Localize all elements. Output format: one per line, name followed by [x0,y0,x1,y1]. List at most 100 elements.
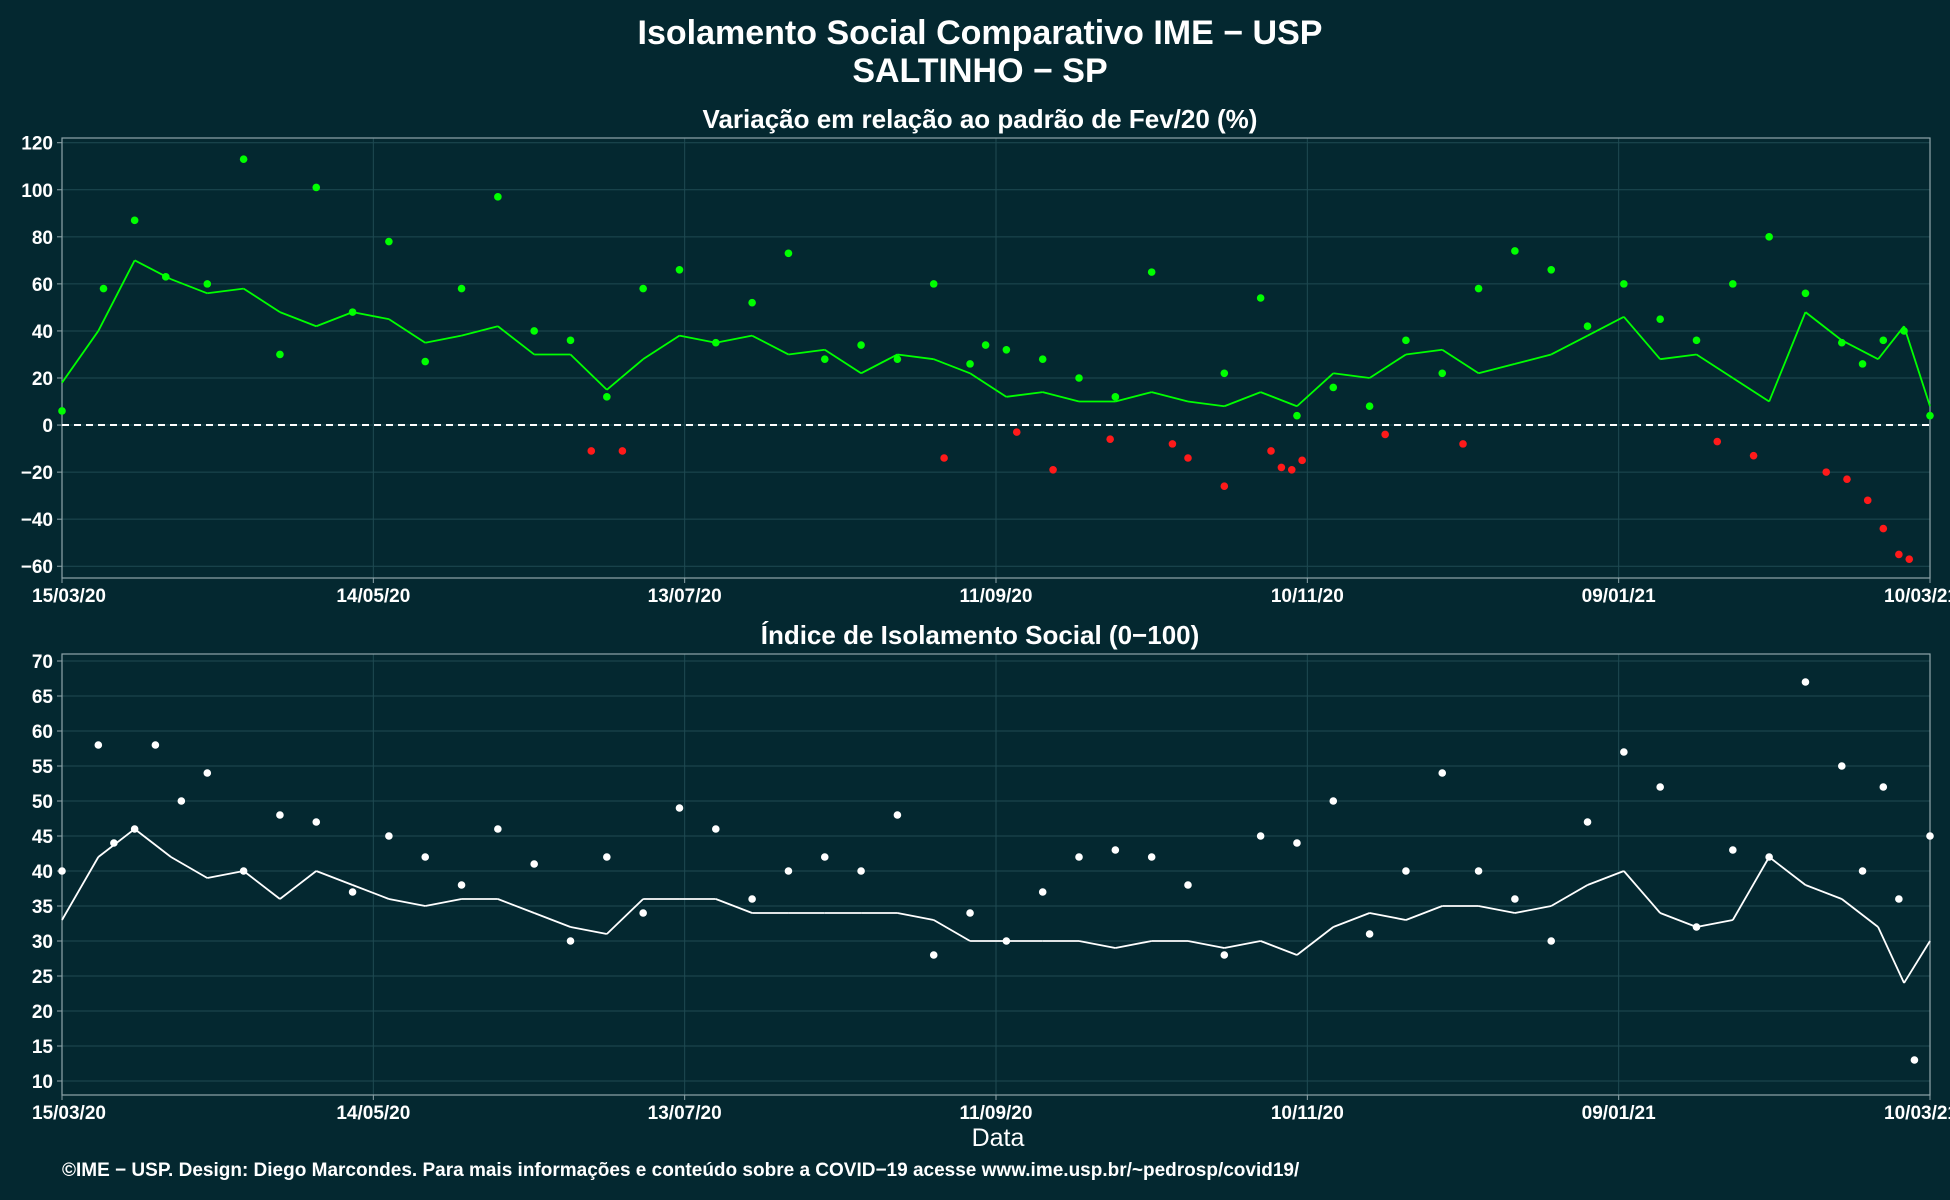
data-point [58,407,66,415]
y-tick-label: 30 [32,932,53,953]
data-point [603,853,611,861]
moving-average-segment [134,828,172,858]
moving-average-segment [933,358,971,375]
moving-average-segment [97,828,136,858]
data-point [893,811,902,819]
data-point [618,447,627,455]
y-tick-label: 65 [32,687,54,708]
data-point [1801,678,1810,686]
data-point [981,341,990,349]
data-point [1910,1056,1919,1064]
moving-average-segment [1333,372,1370,379]
data-point [1692,336,1701,345]
data-point [1583,818,1592,826]
data-point [929,280,938,288]
moving-average-segment [1115,940,1152,949]
data-point [58,867,66,875]
data-point [99,284,108,293]
y-tick-label: −40 [21,510,53,531]
x-tick-label: 10/11/20 [1271,1103,1344,1124]
y-tick-label: 10 [32,1072,53,1093]
moving-average-segment [1623,870,1661,914]
data-point [1002,345,1011,354]
data-point [1147,268,1156,276]
data-point [1926,411,1934,420]
data-point [1749,451,1758,460]
data-point [1843,475,1851,483]
moving-average-segment [497,325,535,356]
data-point [1298,456,1306,465]
y-tick-label: 60 [32,722,53,743]
y-tick-label: 0 [42,416,53,437]
data-point [1474,284,1483,293]
moving-average-segment [1877,926,1905,984]
data-point [1075,853,1083,861]
moving-average-segment [1841,339,1879,360]
data-point [421,853,430,861]
data-point [639,284,647,293]
data-point [1858,867,1867,875]
y-tick-label: 40 [32,322,53,343]
data-point [1267,447,1275,455]
y-tick-label: 120 [21,134,53,155]
data-point [1837,762,1846,770]
data-point [385,832,393,840]
data-point [1879,783,1888,791]
data-point [203,769,212,777]
moving-average-segment [243,287,281,313]
data-point [1583,322,1592,331]
data-point [1220,482,1229,491]
moving-average-segment [1115,391,1152,403]
moving-average-segment [1696,353,1734,379]
data-point [1656,783,1664,791]
data-point [712,825,720,833]
moving-average-segment [1296,926,1334,956]
moving-average-segment [751,334,789,356]
y-tick-label: 40 [32,862,53,883]
data-point [1075,374,1083,382]
y-tick-label: −20 [21,463,53,484]
data-point [1038,355,1047,363]
moving-average-segment [897,353,934,361]
data-point [312,183,321,192]
data-point [1329,383,1338,392]
moving-average-segment [1042,391,1080,403]
moving-average-segment [1877,325,1905,360]
data-point [494,193,502,201]
moving-average-segment [243,870,281,900]
moving-average-segment [1260,940,1298,956]
data-point [1926,832,1934,840]
data-point [857,341,865,349]
moving-average-segment [207,287,244,295]
x-tick-label: 14/05/20 [336,1103,410,1124]
data-point [1863,496,1872,505]
data-point [1879,336,1888,345]
moving-average-segment [1187,940,1225,949]
moving-average-segment [315,311,353,328]
y-tick-label: 45 [32,827,54,848]
moving-average-segment [1405,348,1443,356]
data-point [1168,440,1177,448]
moving-average-segment [1696,919,1733,928]
data-point [1547,265,1556,274]
moving-average-segment [1804,311,1843,342]
data-point [421,357,430,366]
data-point [1293,839,1301,847]
data-point [385,237,393,246]
moving-average-segment [1623,316,1661,360]
moving-average-segment [860,353,898,375]
panel-2-title: Índice de Isolamento Social (0−100) [761,620,1200,650]
moving-average-segment [1550,334,1588,356]
moving-average-segment [497,898,535,914]
data-point [1220,369,1229,378]
data-point [639,909,647,917]
moving-average-segment [61,330,100,384]
data-point [1620,280,1628,288]
moving-average-segment [1151,391,1189,403]
data-point [820,355,829,363]
data-point [1858,360,1867,368]
data-point [1895,895,1903,903]
data-point [748,298,756,307]
data-point [966,909,974,917]
data-point [1111,846,1120,854]
